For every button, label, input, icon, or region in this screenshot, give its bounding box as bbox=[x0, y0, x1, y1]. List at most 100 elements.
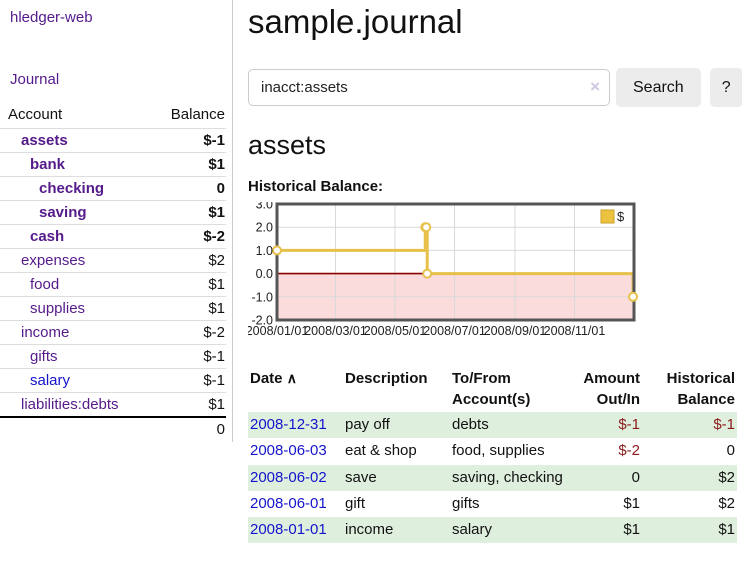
y-tick-label: -1.0 bbox=[251, 290, 273, 304]
account-link[interactable]: food bbox=[30, 276, 60, 293]
transaction-description: income bbox=[345, 521, 394, 538]
register-header-balance: Historical Balance bbox=[642, 366, 737, 412]
account-balance: $-1 bbox=[154, 344, 226, 369]
account-link[interactable]: cash bbox=[30, 228, 65, 245]
search-button[interactable]: Search bbox=[616, 68, 701, 107]
transaction-amount: 0 bbox=[631, 468, 640, 486]
account-link[interactable]: bank bbox=[30, 156, 66, 173]
transaction-description: eat & shop bbox=[345, 442, 417, 460]
accounts-header-line1: To/From bbox=[452, 370, 511, 387]
account-link[interactable]: checking bbox=[39, 180, 105, 197]
account-row: income $-2 bbox=[0, 320, 226, 345]
transaction-row: 2008-01-01 income salary $1 $1 bbox=[248, 517, 737, 544]
balance-chart-svg: $3.0 2.0 1.0 0.0 -1.0 -2.02008/01/012008/03/0… bbox=[246, 198, 639, 338]
account-balance: $1 bbox=[154, 296, 226, 321]
clear-search-icon[interactable]: × bbox=[590, 77, 600, 96]
search-input-wrapper: × bbox=[248, 69, 610, 106]
account-link[interactable]: saving bbox=[39, 204, 87, 221]
transaction-date-cell: 2008-01-01 bbox=[248, 517, 343, 543]
account-link[interactable]: gifts bbox=[30, 348, 58, 365]
transaction-description: pay off bbox=[345, 416, 390, 433]
transaction-date-link[interactable]: 2008-01-01 bbox=[250, 521, 327, 538]
search-form: × Search ? bbox=[248, 68, 742, 107]
accounts-total-value: 0 bbox=[154, 416, 226, 441]
account-balance: $-1 bbox=[154, 368, 226, 393]
legend-swatch bbox=[600, 209, 615, 224]
account-balance: $2 bbox=[154, 248, 226, 273]
account-row: gifts $-1 bbox=[0, 344, 226, 369]
help-button[interactable]: ? bbox=[709, 68, 742, 107]
transaction-amount: $1 bbox=[623, 521, 640, 538]
transaction-row: 2008-12-31 pay off debts $-1 $-1 bbox=[248, 412, 737, 439]
transaction-balance: $-1 bbox=[713, 416, 735, 433]
account-name-cell: bank bbox=[0, 152, 155, 177]
transaction-date-link[interactable]: 2008-06-02 bbox=[250, 468, 327, 486]
transaction-accounts: saving, checking bbox=[452, 468, 563, 486]
account-name-cell: food bbox=[0, 272, 155, 297]
account-balance: $-2 bbox=[154, 320, 226, 345]
transaction-row: 2008-06-02 save saving, checking 0 $2 bbox=[248, 464, 737, 491]
x-tick-label: 2008/09/01 bbox=[484, 324, 547, 338]
transaction-amount: $-1 bbox=[618, 416, 640, 433]
transaction-amount: $-2 bbox=[618, 442, 640, 460]
y-tick-label: 3.0 bbox=[256, 202, 273, 212]
total-spacer bbox=[0, 416, 155, 441]
transaction-accounts: salary bbox=[452, 521, 493, 538]
sidebar: hledger-web Journal Account Balance asse… bbox=[0, 0, 233, 442]
transaction-date-cell: 2008-06-01 bbox=[248, 491, 343, 517]
transaction-date-link[interactable]: 2008-06-03 bbox=[250, 442, 327, 460]
x-tick-label: 2008/01/01 bbox=[248, 324, 308, 338]
transaction-balance: $2 bbox=[718, 494, 735, 512]
account-name-cell: liabilities:debts bbox=[0, 392, 155, 417]
account-page-title: assets bbox=[248, 130, 327, 160]
account-name-cell: cash bbox=[0, 224, 155, 249]
transaction-date-link[interactable]: 2008-06-01 bbox=[250, 494, 327, 512]
accounts-table-body: assets $-1 bank $1 checking 0 saving $1 cash $-2 e… bbox=[0, 128, 226, 441]
account-balance: $1 bbox=[154, 200, 226, 225]
account-name-cell: gifts bbox=[0, 344, 155, 369]
account-name-cell: saving bbox=[0, 200, 155, 225]
transaction-balance: $1 bbox=[718, 521, 735, 538]
account-link[interactable]: salary bbox=[30, 372, 71, 389]
account-row: expenses $2 bbox=[0, 248, 226, 273]
account-link[interactable]: expenses bbox=[21, 252, 86, 269]
register-header-date[interactable]: Date ∧ bbox=[248, 366, 343, 412]
transaction-accounts: gifts bbox=[452, 494, 480, 512]
register-header-accounts: To/From Account(s) bbox=[450, 366, 578, 412]
register-header-description: Description bbox=[345, 370, 428, 387]
account-row: assets $-1 bbox=[0, 128, 226, 153]
register-table-body: 2008-12-31 pay off debts $-1 $-1 2008-06-03 ea… bbox=[248, 412, 737, 544]
data-point-marker bbox=[628, 291, 639, 302]
transaction-description: save bbox=[345, 468, 377, 486]
account-link[interactable]: supplies bbox=[30, 300, 86, 317]
transaction-row: 2008-06-03 eat & shop food, supplies $-2 0 bbox=[248, 438, 737, 464]
legend-label: $ bbox=[617, 209, 625, 224]
account-row: checking 0 bbox=[0, 176, 226, 201]
search-input[interactable] bbox=[248, 69, 610, 106]
account-balance: $1 bbox=[154, 152, 226, 177]
account-name-cell: supplies bbox=[0, 296, 155, 321]
account-link[interactable]: liabilities:debts bbox=[21, 396, 119, 413]
account-name-cell: assets bbox=[0, 128, 155, 153]
x-tick-label: 2008/07/01 bbox=[423, 324, 486, 338]
account-row: saving $1 bbox=[0, 200, 226, 225]
transaction-row: 2008-06-01 gift gifts $1 $2 bbox=[248, 491, 737, 517]
transaction-balance: $2 bbox=[718, 468, 735, 486]
sidebar-item-journal[interactable]: Journal bbox=[10, 71, 60, 88]
accounts-header-balance: Balance bbox=[170, 106, 225, 123]
y-tick-label: -2.0 bbox=[251, 314, 273, 328]
y-tick-label: 0.0 bbox=[256, 267, 273, 281]
account-row: food $1 bbox=[0, 272, 226, 297]
chart-label: Historical Balance: bbox=[248, 178, 384, 195]
transaction-amount: $1 bbox=[623, 494, 640, 512]
accounts-table: Account Balance assets $-1 bank $1 checking 0… bbox=[0, 103, 226, 441]
transaction-date-link[interactable]: 2008-12-31 bbox=[250, 416, 327, 433]
account-name-cell: expenses bbox=[0, 248, 155, 273]
account-row: bank $1 bbox=[0, 152, 226, 177]
account-name-cell: checking bbox=[0, 176, 155, 201]
app-title-link[interactable]: hledger-web bbox=[10, 9, 93, 26]
account-balance: $-2 bbox=[154, 224, 226, 249]
account-name-cell: salary bbox=[0, 368, 155, 393]
account-link[interactable]: assets bbox=[21, 132, 68, 149]
account-link[interactable]: income bbox=[21, 324, 70, 341]
